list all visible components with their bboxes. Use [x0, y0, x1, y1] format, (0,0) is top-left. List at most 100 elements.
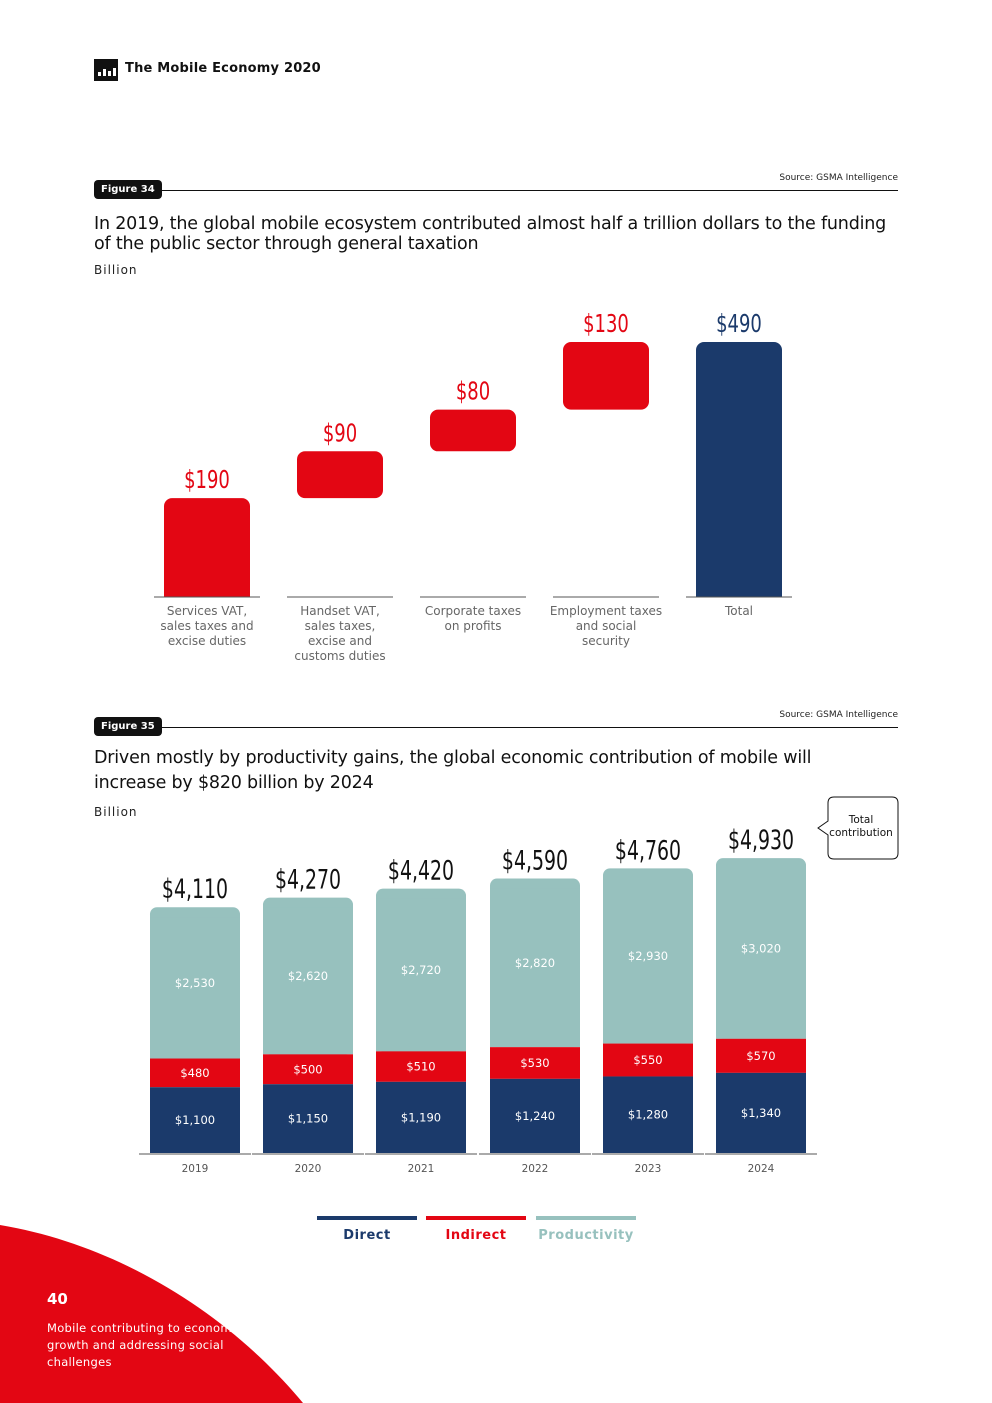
year-label: 2020	[295, 1163, 322, 1175]
page-number: 40	[47, 1290, 68, 1308]
waterfall-bar	[696, 342, 782, 597]
year-label: 2023	[635, 1163, 662, 1175]
total-label: $4,270	[275, 864, 341, 895]
segment-label: $550	[633, 1053, 662, 1067]
segment-label: $3,020	[741, 941, 781, 955]
value-label: $190	[184, 466, 230, 495]
segment-label: $1,100	[175, 1113, 215, 1127]
bar-segment-direct	[490, 1078, 580, 1153]
section-name: Mobile contributing to economic growth a…	[47, 1321, 242, 1369]
segment-label: $1,340	[741, 1106, 781, 1120]
total-label: $4,930	[728, 825, 794, 856]
category-label: on profits	[445, 619, 502, 633]
figure-rule	[94, 190, 898, 191]
bar-segment-productivity-fill	[490, 888, 580, 1048]
legend-label: Indirect	[445, 1228, 507, 1243]
waterfall-bar	[164, 498, 250, 597]
value-label: $80	[456, 378, 490, 407]
segment-label: $570	[746, 1049, 775, 1063]
segment-label: $1,150	[288, 1112, 328, 1126]
segment-label: $2,930	[628, 949, 668, 963]
segment-label: $500	[293, 1062, 322, 1076]
bar-segment-indirect	[716, 1038, 806, 1073]
figure-source: Source: GSMA Intelligence	[779, 173, 898, 183]
publication-title: The Mobile Economy 2020	[125, 61, 321, 76]
bar-segment-indirect	[490, 1047, 580, 1079]
year-label: 2021	[408, 1163, 435, 1175]
bar-segment-productivity-fill	[263, 907, 353, 1055]
category-label: Total	[724, 604, 753, 618]
legend-swatch	[426, 1216, 526, 1220]
value-label: $90	[323, 419, 357, 448]
year-label: 2024	[748, 1163, 775, 1175]
bar-segment-productivity-fill	[150, 917, 240, 1059]
bar-segment-productivity-fill	[603, 878, 693, 1044]
category-label: excise and	[308, 634, 372, 648]
waterfall-bar-base	[696, 589, 782, 597]
category-label: Services VAT,	[167, 604, 247, 618]
total-label: $4,760	[615, 835, 681, 866]
category-label: Handset VAT,	[300, 604, 380, 618]
segment-label: $2,530	[175, 976, 215, 990]
year-label: 2019	[182, 1163, 209, 1175]
bar-segment-indirect	[150, 1058, 240, 1088]
waterfall-bar	[563, 342, 649, 410]
legend-indirect: Indirect	[426, 1216, 526, 1243]
segment-label: $1,280	[628, 1108, 668, 1122]
value-label: $490	[716, 310, 762, 339]
figure-badge: Figure 34	[94, 180, 162, 199]
category-label: security	[582, 634, 630, 648]
gsma-logo-icon	[94, 59, 118, 81]
figure-source: Source: GSMA Intelligence	[779, 710, 898, 720]
legend-swatch	[536, 1216, 636, 1220]
economic-contribution-chart: $1,100 $480 $2,530 $4,110 2019 $1,150 $500 $2,6…	[139, 796, 899, 1175]
segment-label: $2,820	[515, 956, 555, 970]
callout-text: Total	[848, 814, 874, 826]
footer-decoration	[0, 1225, 303, 1403]
callout-bubble	[817, 796, 899, 860]
waterfall-bar	[297, 451, 383, 499]
bar-segment-direct	[376, 1081, 466, 1153]
callout-text: contribution	[829, 827, 893, 839]
year-label: 2022	[522, 1163, 549, 1175]
category-label: Corporate taxes	[425, 604, 521, 618]
bar-segment-direct	[716, 1072, 806, 1153]
figure-title: Driven mostly by productivity gains, the…	[94, 748, 812, 793]
segment-label: $480	[180, 1066, 209, 1080]
segment-label: $2,620	[288, 969, 328, 983]
legend-label: Productivity	[538, 1228, 634, 1243]
figure-badge: Figure 35	[94, 717, 162, 736]
legend-productivity: Productivity	[536, 1216, 636, 1243]
category-label: customs duties	[294, 649, 385, 663]
waterfall-bar-base	[164, 589, 250, 597]
legend-label: Direct	[343, 1228, 391, 1243]
segment-label: $510	[406, 1060, 435, 1074]
bar-segment-direct	[263, 1084, 353, 1153]
category-label: excise duties	[168, 634, 246, 648]
bar-segment-direct	[150, 1087, 240, 1153]
figure-rule	[94, 727, 898, 728]
legend-swatch	[317, 1216, 417, 1220]
waterfall-bar	[430, 409, 516, 452]
unit-label: Billion	[94, 263, 138, 277]
segment-label: $1,190	[401, 1110, 441, 1124]
figure-title: In 2019, the global mobile ecosystem con…	[94, 214, 887, 254]
unit-label: Billion	[94, 805, 138, 819]
bar-segment-productivity-fill	[376, 898, 466, 1052]
segment-label: $1,240	[515, 1109, 555, 1123]
total-label: $4,420	[388, 855, 454, 886]
legend-direct: Direct	[317, 1216, 417, 1243]
bar-segment-productivity-fill	[716, 868, 806, 1039]
category-label: sales taxes and	[160, 619, 253, 633]
total-label: $4,110	[162, 874, 228, 905]
bar-segment-direct	[603, 1076, 693, 1153]
category-label: sales taxes,	[305, 619, 376, 633]
bar-segment-indirect	[376, 1051, 466, 1082]
segment-label: $2,720	[401, 963, 441, 977]
bar-segment-indirect	[263, 1054, 353, 1085]
value-label: $130	[583, 310, 629, 339]
segment-label: $530	[520, 1056, 549, 1070]
category-label: Employment taxes	[550, 604, 662, 618]
bar-segment-indirect	[603, 1043, 693, 1077]
